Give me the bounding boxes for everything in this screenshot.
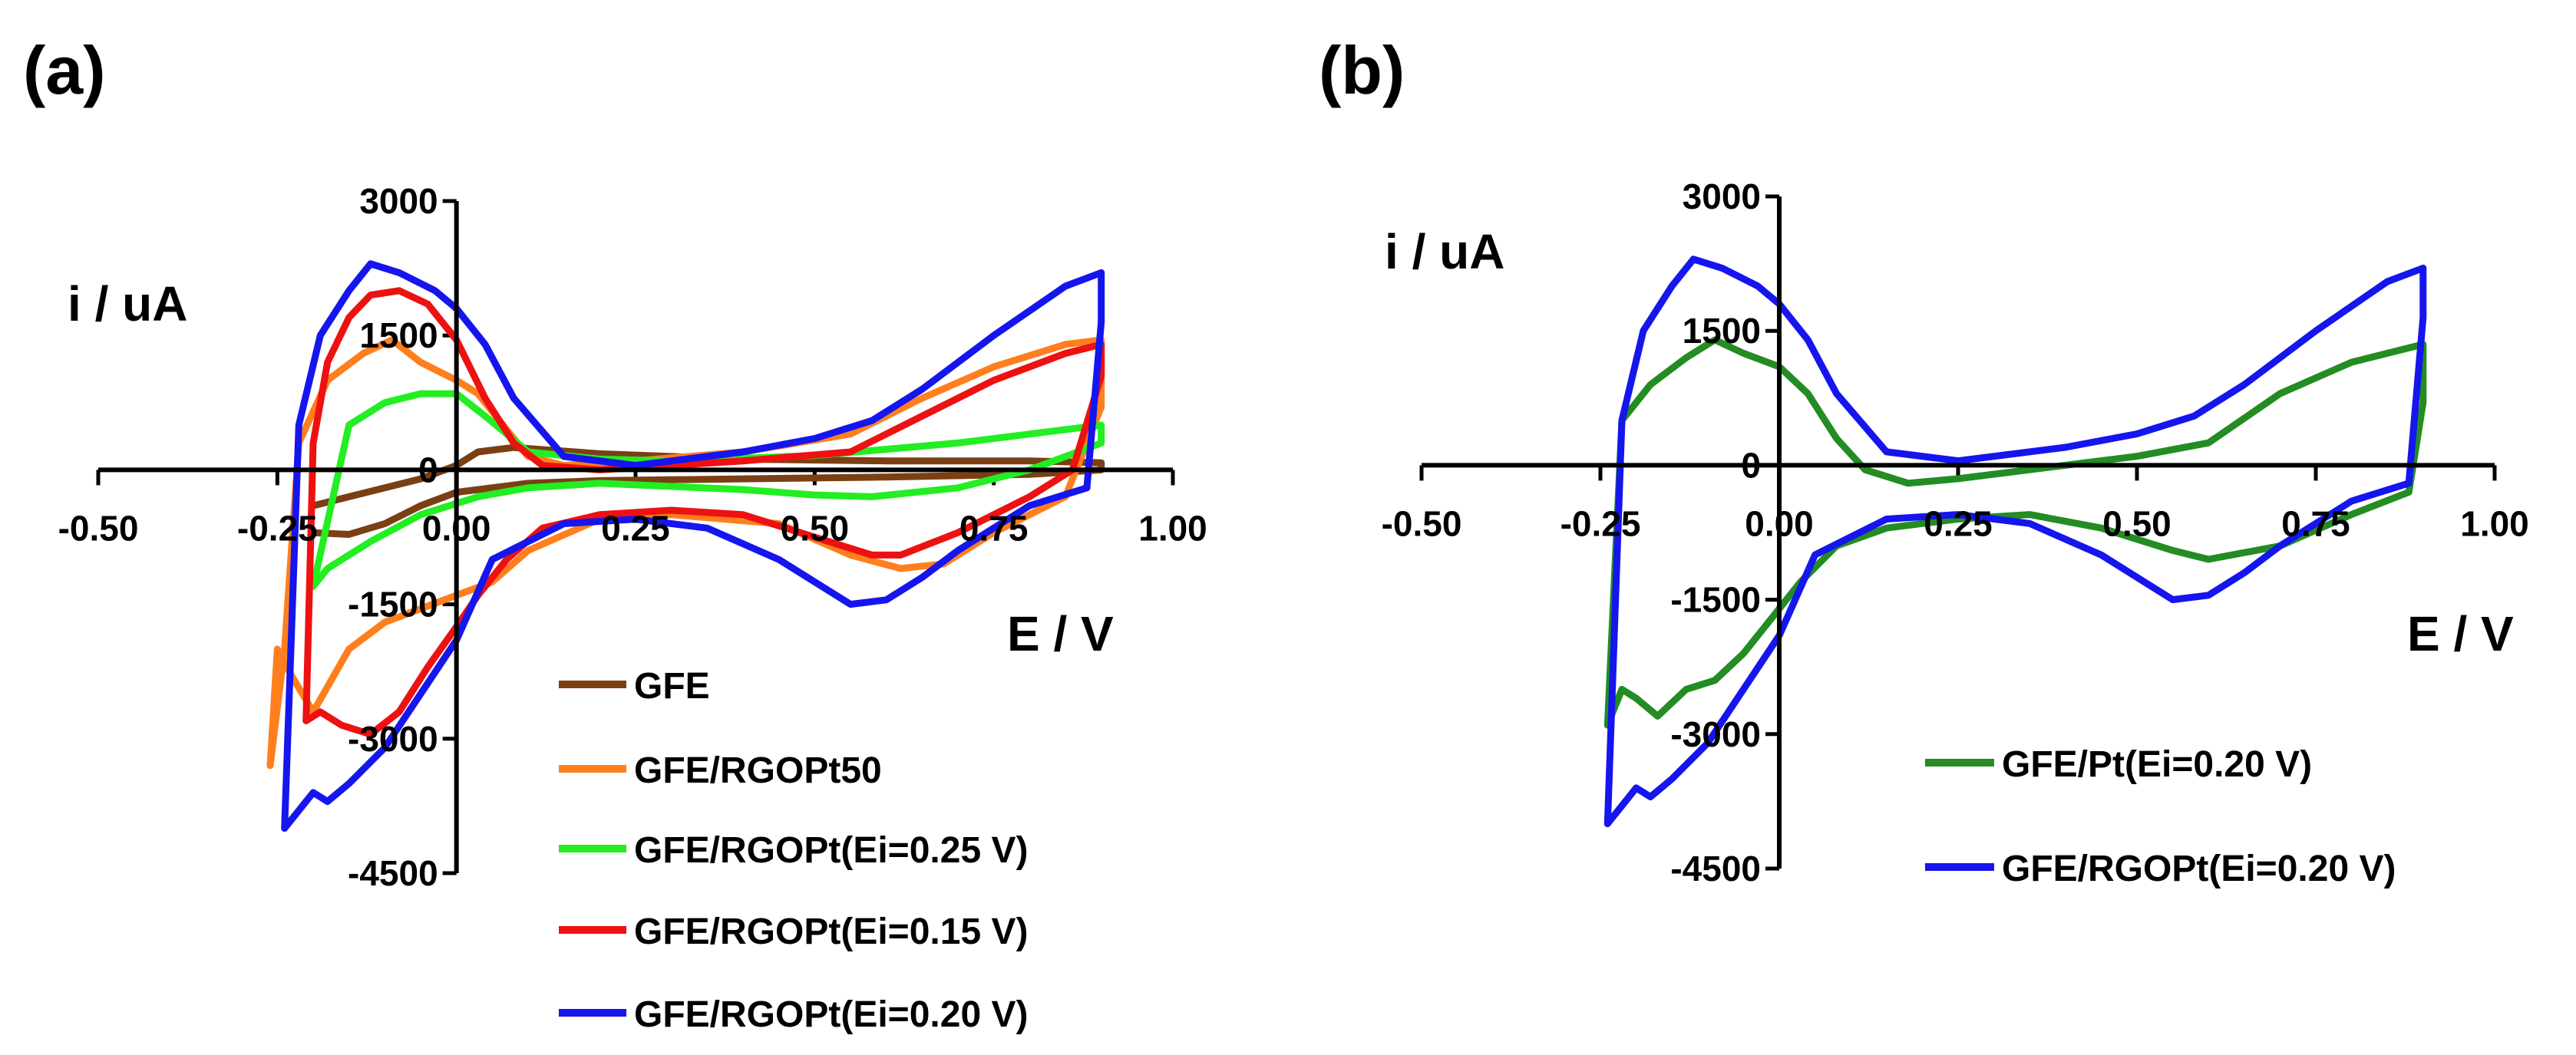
x-tick-label: 1.00	[1138, 508, 1207, 548]
panel-label-b: (b)	[1319, 32, 1405, 108]
y-tick-label: 3000	[1683, 176, 1761, 216]
legend-label-gfe-rgopt-015: GFE/RGOPt(Ei=0.15 V)	[634, 912, 1028, 952]
y-tick-label: 1500	[359, 315, 438, 355]
panel-a-y-tick-labels: 3000 1500 0 -1500 -3000 -4500	[348, 181, 438, 893]
y-tick-label: 0	[1741, 445, 1761, 485]
x-tick-label: 0.25	[601, 508, 670, 548]
legend-label-gfe: GFE	[634, 666, 710, 707]
legend-label-gfe-rgopt-020-b: GFE/RGOPt(Ei=0.20 V)	[2002, 849, 2396, 889]
x-tick-label: 0.75	[2281, 503, 2350, 543]
panel-a-x-tick-labels: -0.50 -0.25 0.00 0.25 0.50 0.75 1.00	[58, 508, 1207, 548]
panel-b-x-axis-title: E / V	[2407, 606, 2514, 661]
panel-a-legend: GFE GFE/RGOPt50 GFE/RGOPt(Ei=0.25 V) GFE…	[559, 666, 1028, 1035]
series-gfe-rgopt-ei-0-15-v	[302, 287, 1105, 738]
panel-a-y-axis-title: i / uA	[68, 276, 187, 331]
y-tick-label: -1500	[1670, 580, 1761, 620]
series-gfe-pt-ei-0-20-v	[1603, 336, 2427, 729]
y-tick-label: -4500	[348, 853, 438, 893]
panel-label-a: (a)	[23, 32, 106, 108]
legend-label-gfe-rgopt-020: GFE/RGOPt(Ei=0.20 V)	[634, 994, 1028, 1035]
y-tick-label: -4500	[1670, 849, 1761, 889]
series-gfe-rgopt-ei-0-20-v	[1603, 256, 2427, 828]
panel-b-y-tick-labels: 3000 1500 0 -1500 -3000 -4500	[1670, 176, 1761, 889]
x-tick-label: -0.25	[237, 508, 318, 548]
y-tick-label: 1500	[1683, 311, 1761, 351]
x-tick-label: 0.00	[422, 508, 491, 548]
y-tick-label: 0	[418, 450, 438, 490]
series-gfe-rgopt-ei-0-25-v	[309, 390, 1105, 590]
x-tick-label: -0.50	[1382, 503, 1462, 543]
x-tick-label: 0.75	[959, 508, 1029, 548]
x-tick-label: 0.25	[1924, 503, 1993, 543]
legend-label-gfe-rgopt-025: GFE/RGOPt(Ei=0.25 V)	[634, 830, 1028, 871]
legend-label-gfe-pt: GFE/Pt(Ei=0.20 V)	[2002, 744, 2312, 785]
panel-b-x-tick-labels: -0.50 -0.25 0.00 0.25 0.50 0.75 1.00	[1382, 503, 2529, 543]
panel-b-y-axis-title: i / uA	[1385, 224, 1504, 279]
x-tick-label: 0.50	[2102, 503, 2171, 543]
series-gfe-rgopt-ei-0-20-v	[281, 260, 1105, 832]
y-tick-label: -3000	[1670, 714, 1761, 754]
panel-b-legend: GFE/Pt(Ei=0.20 V) GFE/RGOPt(Ei=0.20 V)	[1925, 744, 2396, 889]
panel-a-x-axis-title: E / V	[1007, 606, 1114, 661]
x-tick-label: 1.00	[2460, 503, 2529, 543]
y-tick-label: 3000	[359, 181, 438, 221]
y-tick-label: -3000	[348, 719, 438, 759]
x-tick-label: 0.00	[1745, 503, 1814, 543]
x-tick-label: -0.25	[1560, 503, 1641, 543]
x-tick-label: 0.50	[781, 508, 850, 548]
panel-b-series	[1603, 256, 2427, 828]
panel-a: (a) -0.50 -0.25 0.00 0.25 0.50 0.75 1.00 3000 1…	[23, 32, 1207, 1035]
legend-label-gfe-rgopt50: GFE/RGOPt50	[634, 750, 882, 791]
y-tick-label: -1500	[348, 585, 438, 625]
panel-b: (b) -0.50 -0.25 0.00 0.25 0.50 0.75 1.00 3000 1…	[1319, 32, 2529, 889]
x-tick-label: -0.50	[58, 508, 139, 548]
